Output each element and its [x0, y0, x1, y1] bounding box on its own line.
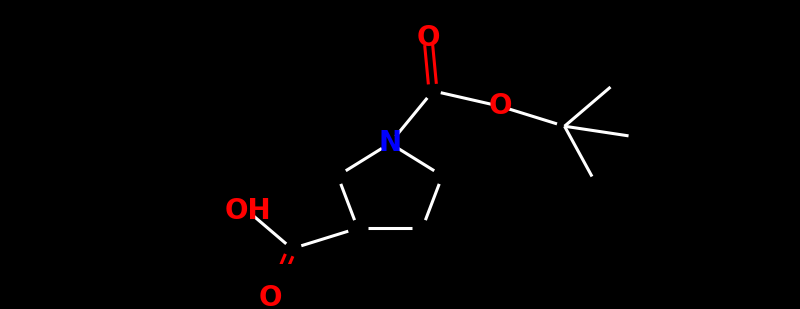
Text: O: O	[259, 284, 282, 309]
Text: O: O	[416, 24, 440, 52]
Text: N: N	[378, 129, 402, 157]
Text: OH: OH	[225, 197, 271, 225]
Text: O: O	[489, 92, 512, 121]
